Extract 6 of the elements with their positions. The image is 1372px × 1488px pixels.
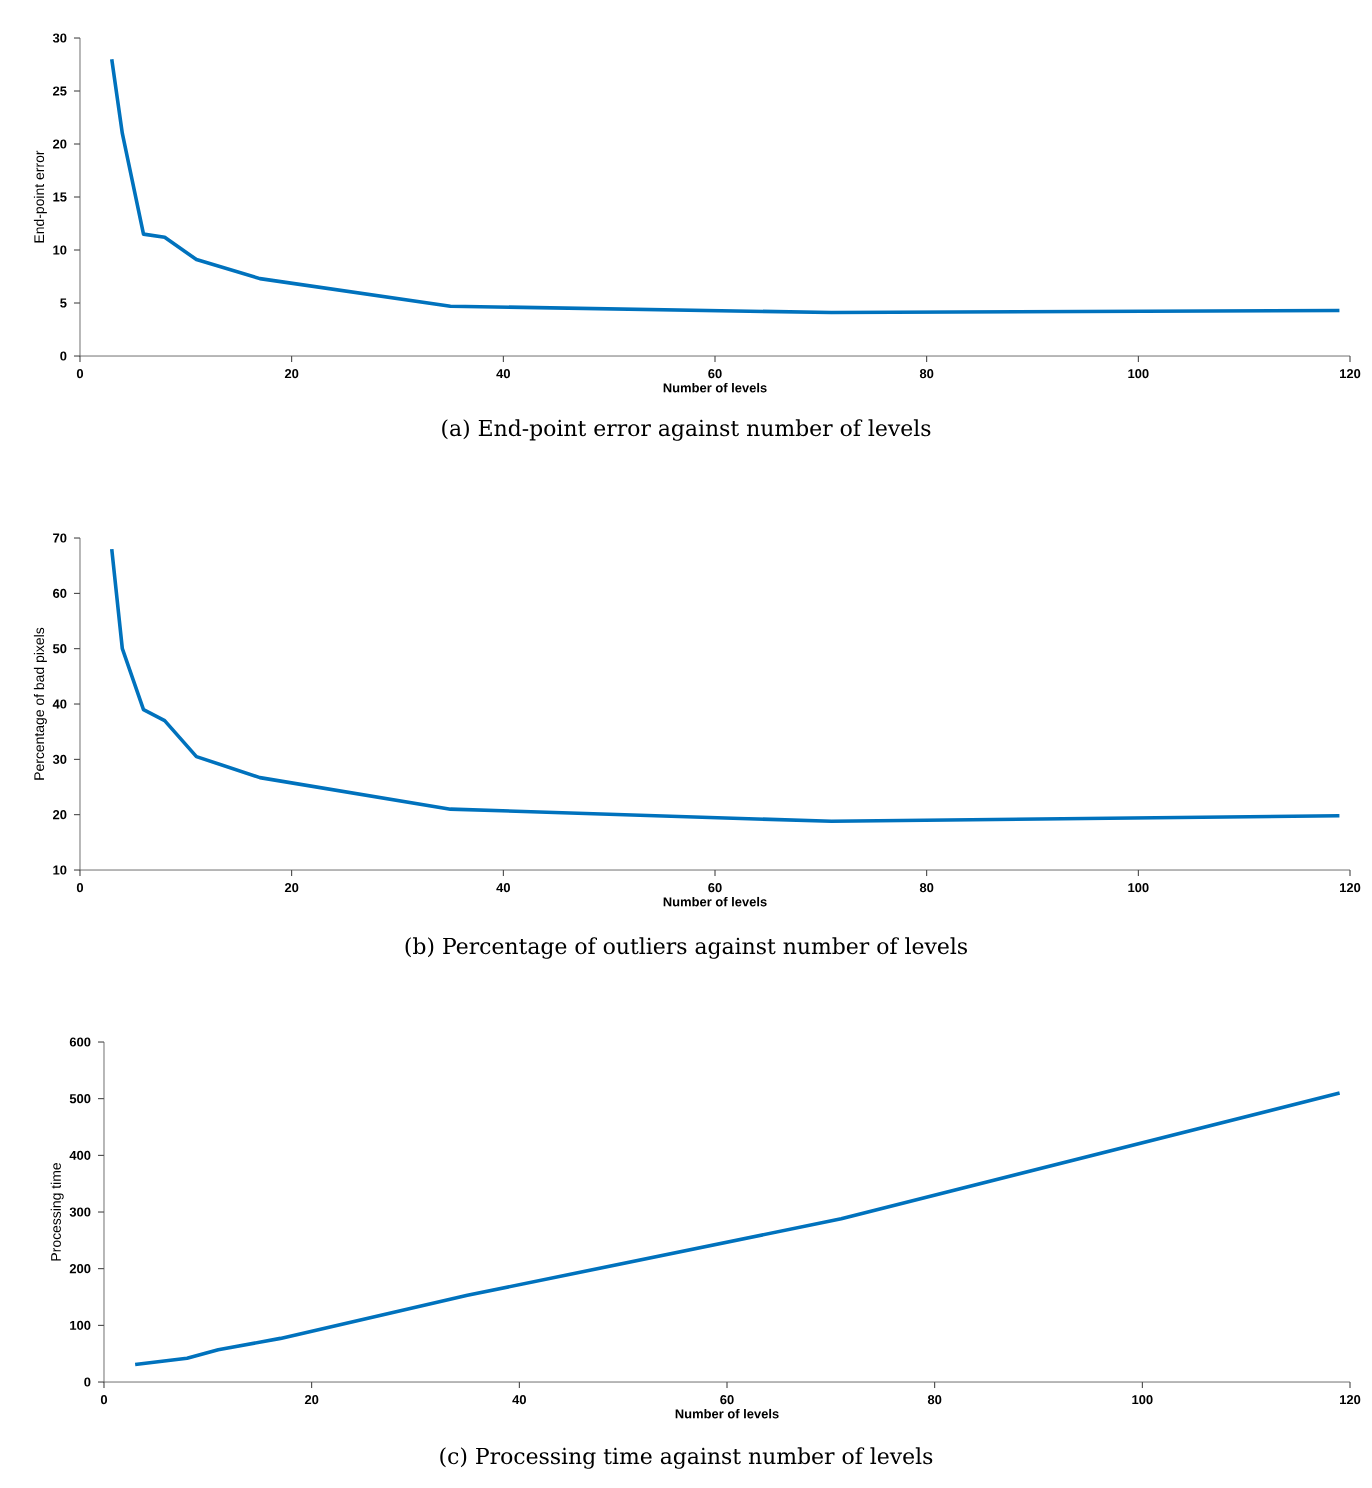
text: (c) Processing time against number of levels xyxy=(440,1447,933,1469)
text: (a) End-point error against number of levels xyxy=(442,419,931,441)
line-series xyxy=(133,1091,1342,1367)
line-series xyxy=(109,57,1342,315)
line-series xyxy=(109,547,1342,824)
text: (b) Percentage of outliers against number of levels xyxy=(405,937,967,959)
